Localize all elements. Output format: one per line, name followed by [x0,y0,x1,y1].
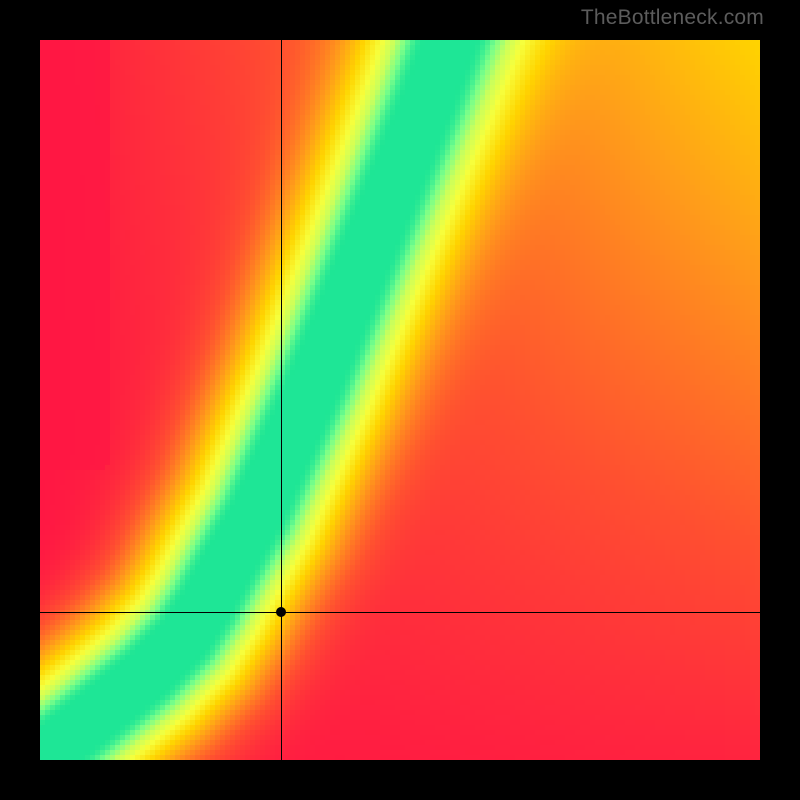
crosshair-vertical [281,40,282,760]
selected-point-marker [276,607,286,617]
heatmap-plot [40,40,760,760]
heatmap-canvas [40,40,760,760]
crosshair-horizontal [40,612,760,613]
watermark-text: TheBottleneck.com [581,6,764,30]
